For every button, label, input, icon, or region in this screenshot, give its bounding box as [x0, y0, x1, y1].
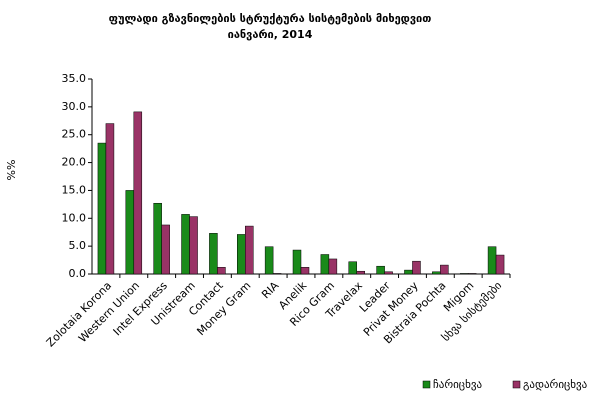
bar: [495, 254, 505, 275]
chart-title: ფულადი გზავნილების სტრუქტურა სისტემების …: [109, 12, 432, 25]
y-tick-label: 30.0: [62, 100, 87, 113]
bar: [459, 273, 469, 275]
bar: [161, 224, 170, 275]
bar: [300, 267, 310, 275]
bar: [105, 123, 115, 275]
bar: [376, 265, 385, 275]
legend-swatch: [422, 380, 431, 389]
bar: [133, 111, 143, 275]
bar: [264, 246, 274, 275]
y-tick-label: 20.0: [62, 156, 87, 169]
bar: [404, 269, 413, 275]
bar: [153, 202, 162, 275]
y-tick-label: 15.0: [62, 183, 87, 196]
y-tick-label: 35.0: [62, 72, 87, 85]
legend-label: გადარიცხვა: [523, 378, 588, 391]
bar: [356, 270, 365, 275]
chart-subtitle: იანვარი, 2014: [228, 28, 313, 41]
bar: [440, 264, 449, 275]
y-tick-label: 10.0: [62, 211, 87, 224]
legend-label: ჩარიცხვა: [433, 378, 482, 391]
x-tick-label: RIA: [259, 279, 282, 302]
bar: [237, 234, 246, 275]
bar: [189, 216, 198, 275]
bar: [467, 273, 477, 275]
bar: [245, 225, 254, 275]
bar: [272, 273, 282, 275]
bar: [292, 249, 302, 275]
bar: [348, 261, 357, 275]
y-tick-label: 5.0: [69, 239, 87, 252]
bar: [384, 271, 393, 275]
bar: [487, 246, 497, 275]
y-tick-label: 0.0: [69, 267, 87, 280]
legend-swatch: [512, 380, 521, 389]
bar: [217, 267, 226, 275]
y-axis-label: %%: [5, 160, 18, 181]
bar: [209, 233, 218, 275]
bar: [412, 260, 421, 275]
bar: [181, 214, 190, 275]
bar: [125, 190, 135, 275]
bar: [432, 271, 441, 275]
bar: [328, 258, 338, 275]
y-tick-label: 25.0: [62, 128, 87, 141]
bar: [97, 142, 107, 275]
bar: [320, 254, 330, 275]
